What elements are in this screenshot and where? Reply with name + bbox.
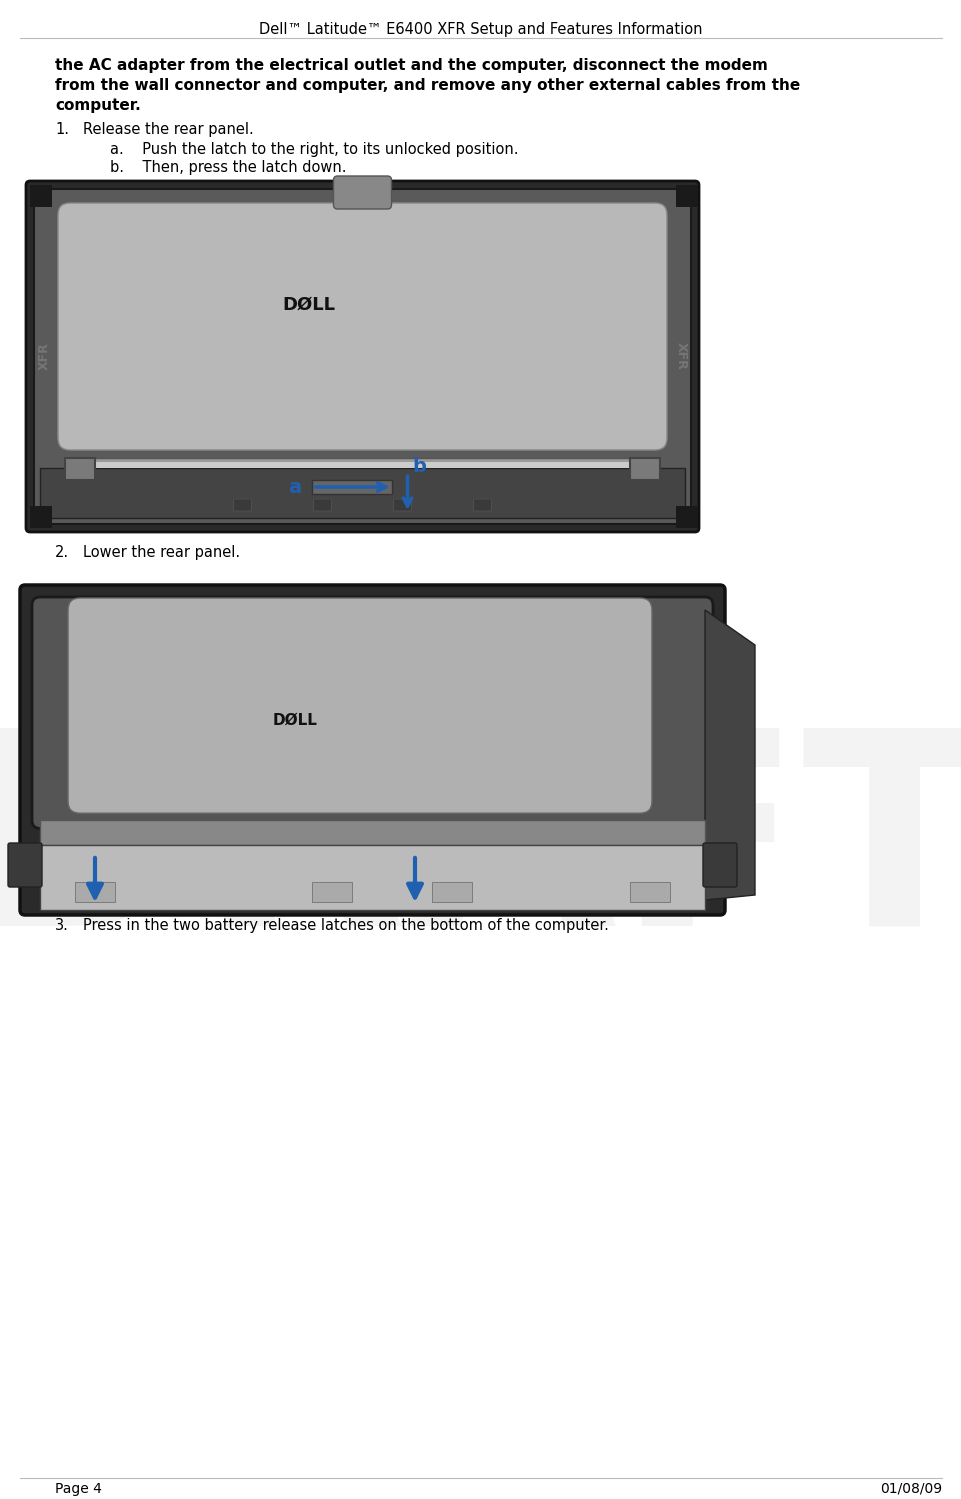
Text: XFR: XFR <box>674 342 687 370</box>
Text: 3.: 3. <box>55 917 69 932</box>
FancyBboxPatch shape <box>8 842 42 887</box>
Text: Page 4: Page 4 <box>55 1483 102 1496</box>
Text: the AC adapter from the electrical outlet and the computer, disconnect the modem: the AC adapter from the electrical outle… <box>55 58 767 73</box>
Text: a: a <box>287 478 301 496</box>
Text: from the wall connector and computer, and remove any other external cables from : from the wall connector and computer, an… <box>55 78 800 93</box>
Text: b: b <box>412 457 426 475</box>
Text: Release the rear panel.: Release the rear panel. <box>83 121 254 136</box>
Text: DØLL: DØLL <box>272 712 317 727</box>
Text: b.    Then, press the latch down.: b. Then, press the latch down. <box>110 160 346 175</box>
Text: DØLL: DØLL <box>283 295 335 313</box>
Bar <box>30 184 52 207</box>
FancyBboxPatch shape <box>473 499 491 511</box>
Text: XFR: XFR <box>37 342 50 370</box>
Bar <box>629 459 659 480</box>
Text: a.    Push the latch to the right, to its unlocked position.: a. Push the latch to the right, to its u… <box>110 142 518 157</box>
Polygon shape <box>704 610 754 899</box>
Bar <box>432 881 472 902</box>
Bar <box>40 820 704 845</box>
Text: 01/08/09: 01/08/09 <box>879 1483 941 1496</box>
Bar <box>312 480 392 495</box>
FancyBboxPatch shape <box>58 202 666 450</box>
Text: Press in the two battery release latches on the bottom of the computer.: Press in the two battery release latches… <box>83 917 608 932</box>
Bar <box>676 507 698 528</box>
Bar <box>65 459 95 480</box>
FancyBboxPatch shape <box>313 499 332 511</box>
FancyBboxPatch shape <box>26 181 699 532</box>
Text: computer.: computer. <box>55 97 140 112</box>
Text: 1.: 1. <box>55 121 69 136</box>
Bar <box>676 184 698 207</box>
Bar <box>40 845 704 910</box>
FancyBboxPatch shape <box>68 598 652 812</box>
FancyBboxPatch shape <box>234 499 251 511</box>
Bar <box>90 462 634 468</box>
FancyBboxPatch shape <box>20 585 725 914</box>
Bar <box>30 507 52 528</box>
Bar <box>75 881 115 902</box>
FancyBboxPatch shape <box>32 597 712 829</box>
Text: Dell™ Latitude™ E6400 XFR Setup and Features Information: Dell™ Latitude™ E6400 XFR Setup and Feat… <box>259 22 702 37</box>
FancyBboxPatch shape <box>393 499 411 511</box>
Bar <box>629 881 669 902</box>
Text: Lower the rear panel.: Lower the rear panel. <box>83 546 240 561</box>
FancyBboxPatch shape <box>333 175 391 208</box>
Bar <box>90 459 634 477</box>
FancyBboxPatch shape <box>34 189 690 525</box>
Text: 2.: 2. <box>55 546 69 561</box>
Bar <box>40 468 684 519</box>
FancyBboxPatch shape <box>702 842 736 887</box>
Bar <box>312 881 352 902</box>
Text: DRAFT: DRAFT <box>0 720 961 980</box>
